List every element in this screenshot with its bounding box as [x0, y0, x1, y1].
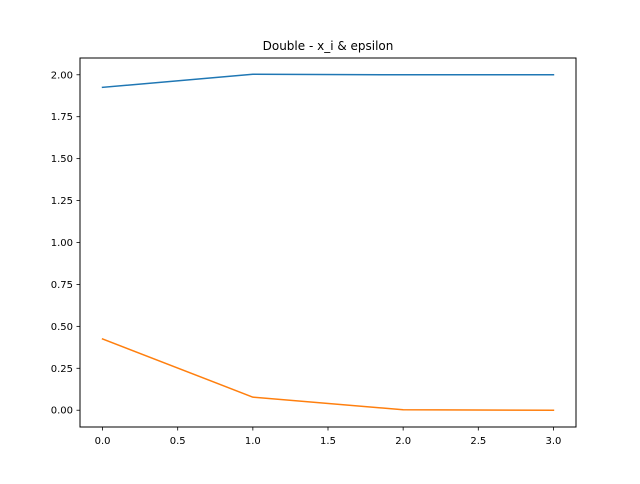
x-tick-label: 3.0: [546, 436, 562, 447]
y-tick-label: 2.00: [51, 70, 73, 81]
x-axis: 0.0 0.5 1.0 1.5 2.0 2.5 3.0: [95, 427, 562, 447]
y-tick-label: 0.50: [51, 322, 73, 333]
x-tick-label: 1.0: [245, 436, 261, 447]
y-tick-label: 0.25: [51, 364, 73, 375]
chart-title: Double - x_i & epsilon: [263, 39, 394, 53]
x-tick-label: 2.0: [395, 436, 411, 447]
series-line-2: [101, 337, 555, 411]
y-tick-label: 1.75: [51, 112, 73, 123]
y-tick-label: 1.50: [51, 154, 73, 165]
series-line-1: [101, 73, 555, 89]
plot-area: [101, 73, 555, 411]
x-tick-label: 2.5: [470, 436, 486, 447]
y-tick-label: 1.25: [51, 196, 73, 207]
x-tick-label: 1.5: [320, 436, 336, 447]
x-tick-label: 0.5: [170, 436, 186, 447]
y-axis: 0.00 0.25 0.50 0.75 1.00 1.25 1.50 1.75 2.00: [51, 70, 80, 417]
y-tick-label: 1.00: [51, 238, 73, 249]
x-tick-label: 0.0: [95, 436, 111, 447]
axes-frame: [79, 57, 577, 428]
y-tick-label: 0.00: [51, 406, 73, 417]
y-tick-label: 0.75: [51, 280, 73, 291]
